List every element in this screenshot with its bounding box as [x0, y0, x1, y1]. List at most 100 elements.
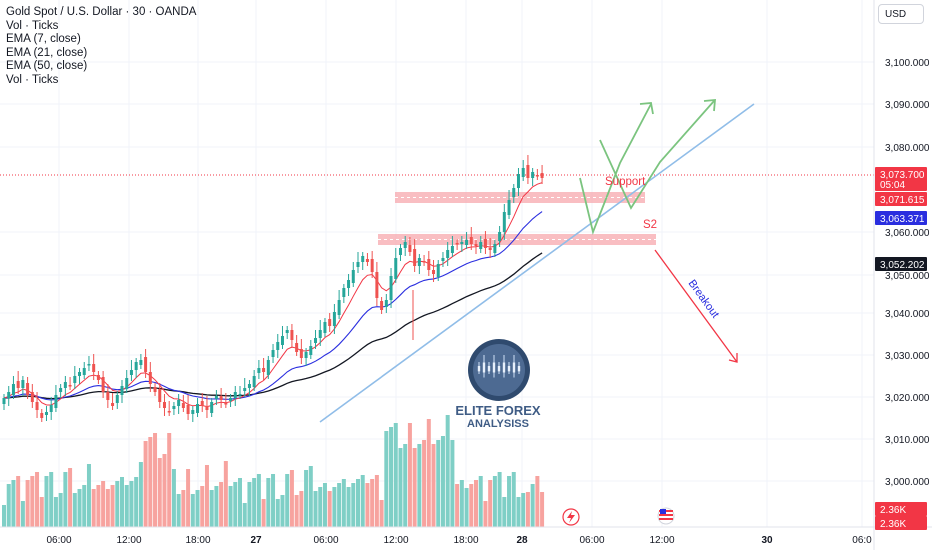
volume-bar [35, 472, 40, 527]
volume-bar [204, 465, 209, 527]
candle-body [153, 387, 157, 392]
candle-body [441, 258, 445, 261]
candle-body [59, 388, 63, 392]
candle-body [370, 259, 374, 272]
lightning-icon[interactable] [562, 508, 580, 526]
candle-body [342, 288, 346, 297]
volume-bar [469, 484, 474, 527]
candle-body [337, 300, 341, 315]
price-tick-label: 3,080.000 [885, 143, 930, 154]
volume-bar [478, 476, 483, 527]
candle-body [16, 381, 20, 388]
volume-bar [351, 483, 356, 527]
time-axis[interactable]: 06:00 12:00 18:00 27 06:00 12:00 18:00 28 06:00 1… [46, 535, 872, 546]
price-label-text: 3,052.202 [880, 260, 925, 271]
candle-body [318, 330, 322, 338]
arrow-head-1 [639, 102, 654, 115]
candle-body [219, 396, 223, 400]
volume-bar [450, 440, 455, 527]
candle-body [384, 300, 388, 307]
volume-bar [337, 483, 342, 527]
arrow-head-2 [703, 99, 716, 112]
volume-bar [289, 470, 294, 527]
volume-bar [535, 476, 540, 527]
volume-bar [82, 485, 87, 527]
price-label-text: 3,071.615 [880, 195, 925, 206]
volume-bar [440, 436, 445, 527]
legend-volume[interactable]: Vol · Ticks [6, 19, 59, 32]
candle-body [63, 382, 67, 388]
candle-body [35, 402, 39, 410]
candle-body [361, 256, 365, 262]
volume-bar [374, 475, 379, 527]
bullish-projection-path-1 [579, 103, 652, 235]
candle-body [314, 338, 318, 343]
volume-bar [308, 466, 313, 527]
volume-bar [417, 444, 422, 527]
candle-body [507, 200, 511, 215]
logo-bar [482, 362, 486, 373]
price-axis[interactable]: 3,100.000 3,090.000 3,080.000 3,060.000 3,05… [885, 58, 930, 488]
price-tick-label: 3,050.000 [885, 271, 930, 282]
volume-bar [280, 495, 285, 527]
us-flag-icon[interactable] [657, 507, 675, 525]
candle-body [540, 173, 544, 178]
volume-bar [403, 444, 408, 527]
candle-body [200, 401, 204, 406]
candle-body [224, 403, 228, 405]
candle-body [82, 368, 86, 375]
legend-volume-2[interactable]: Vol · Ticks [6, 73, 59, 86]
volume-bar [68, 468, 73, 527]
volume-bar [327, 491, 332, 527]
time-tick-label: 30 [761, 535, 773, 546]
volume-bar [530, 484, 535, 527]
candle-body [408, 245, 412, 252]
candle-body [535, 175, 539, 177]
candle-body [68, 385, 72, 387]
legend-ema-7[interactable]: EMA (7, close) [6, 33, 81, 46]
candle-body [365, 259, 369, 262]
price-tick-label: 3,010.000 [885, 435, 930, 446]
volume-bar [115, 481, 120, 527]
volume-bar [492, 476, 497, 527]
bullish-projection-path-2 [599, 100, 715, 210]
volume-bar [39, 497, 44, 527]
candle-body [120, 386, 124, 395]
currency-button[interactable]: USD [878, 4, 924, 24]
volume-bar [436, 440, 441, 527]
volume-bar [233, 482, 238, 527]
legend-ema-50[interactable]: EMA (50, close) [6, 60, 88, 73]
volume-bar [285, 474, 290, 527]
logo-bar [492, 362, 496, 373]
candle-body [158, 389, 162, 402]
ascending-trendline [319, 103, 755, 423]
volume-bar [44, 476, 49, 527]
volume-bar [516, 497, 521, 527]
volume-bar [129, 481, 134, 527]
candle-body [54, 395, 58, 408]
candle-body [106, 392, 110, 400]
volume-bar [77, 489, 82, 527]
candle-body [526, 165, 530, 178]
legend-ema-21[interactable]: EMA (21, close) [6, 46, 88, 59]
volume-bars [2, 415, 545, 527]
candle-body [7, 392, 11, 398]
volume-bar [200, 486, 205, 527]
candle-body [432, 270, 436, 274]
candle-body [413, 249, 417, 266]
candle-body [21, 380, 25, 388]
symbol-title[interactable]: Gold Spot / U.S. Dollar · 30 · OANDA [6, 6, 197, 18]
volume-bar [431, 444, 436, 527]
logo-bar [477, 366, 481, 372]
price-label-text: 3,063.371 [880, 214, 925, 225]
volume-bar [6, 484, 11, 527]
candle-body [512, 188, 516, 197]
price-label-badge [875, 192, 927, 206]
volume-bar [474, 480, 478, 527]
candle-body [49, 405, 53, 412]
volume-bar [384, 431, 389, 527]
candle-body [172, 406, 176, 409]
logo-line-2: ANALYSISS [467, 418, 529, 430]
candle-body [238, 394, 242, 396]
